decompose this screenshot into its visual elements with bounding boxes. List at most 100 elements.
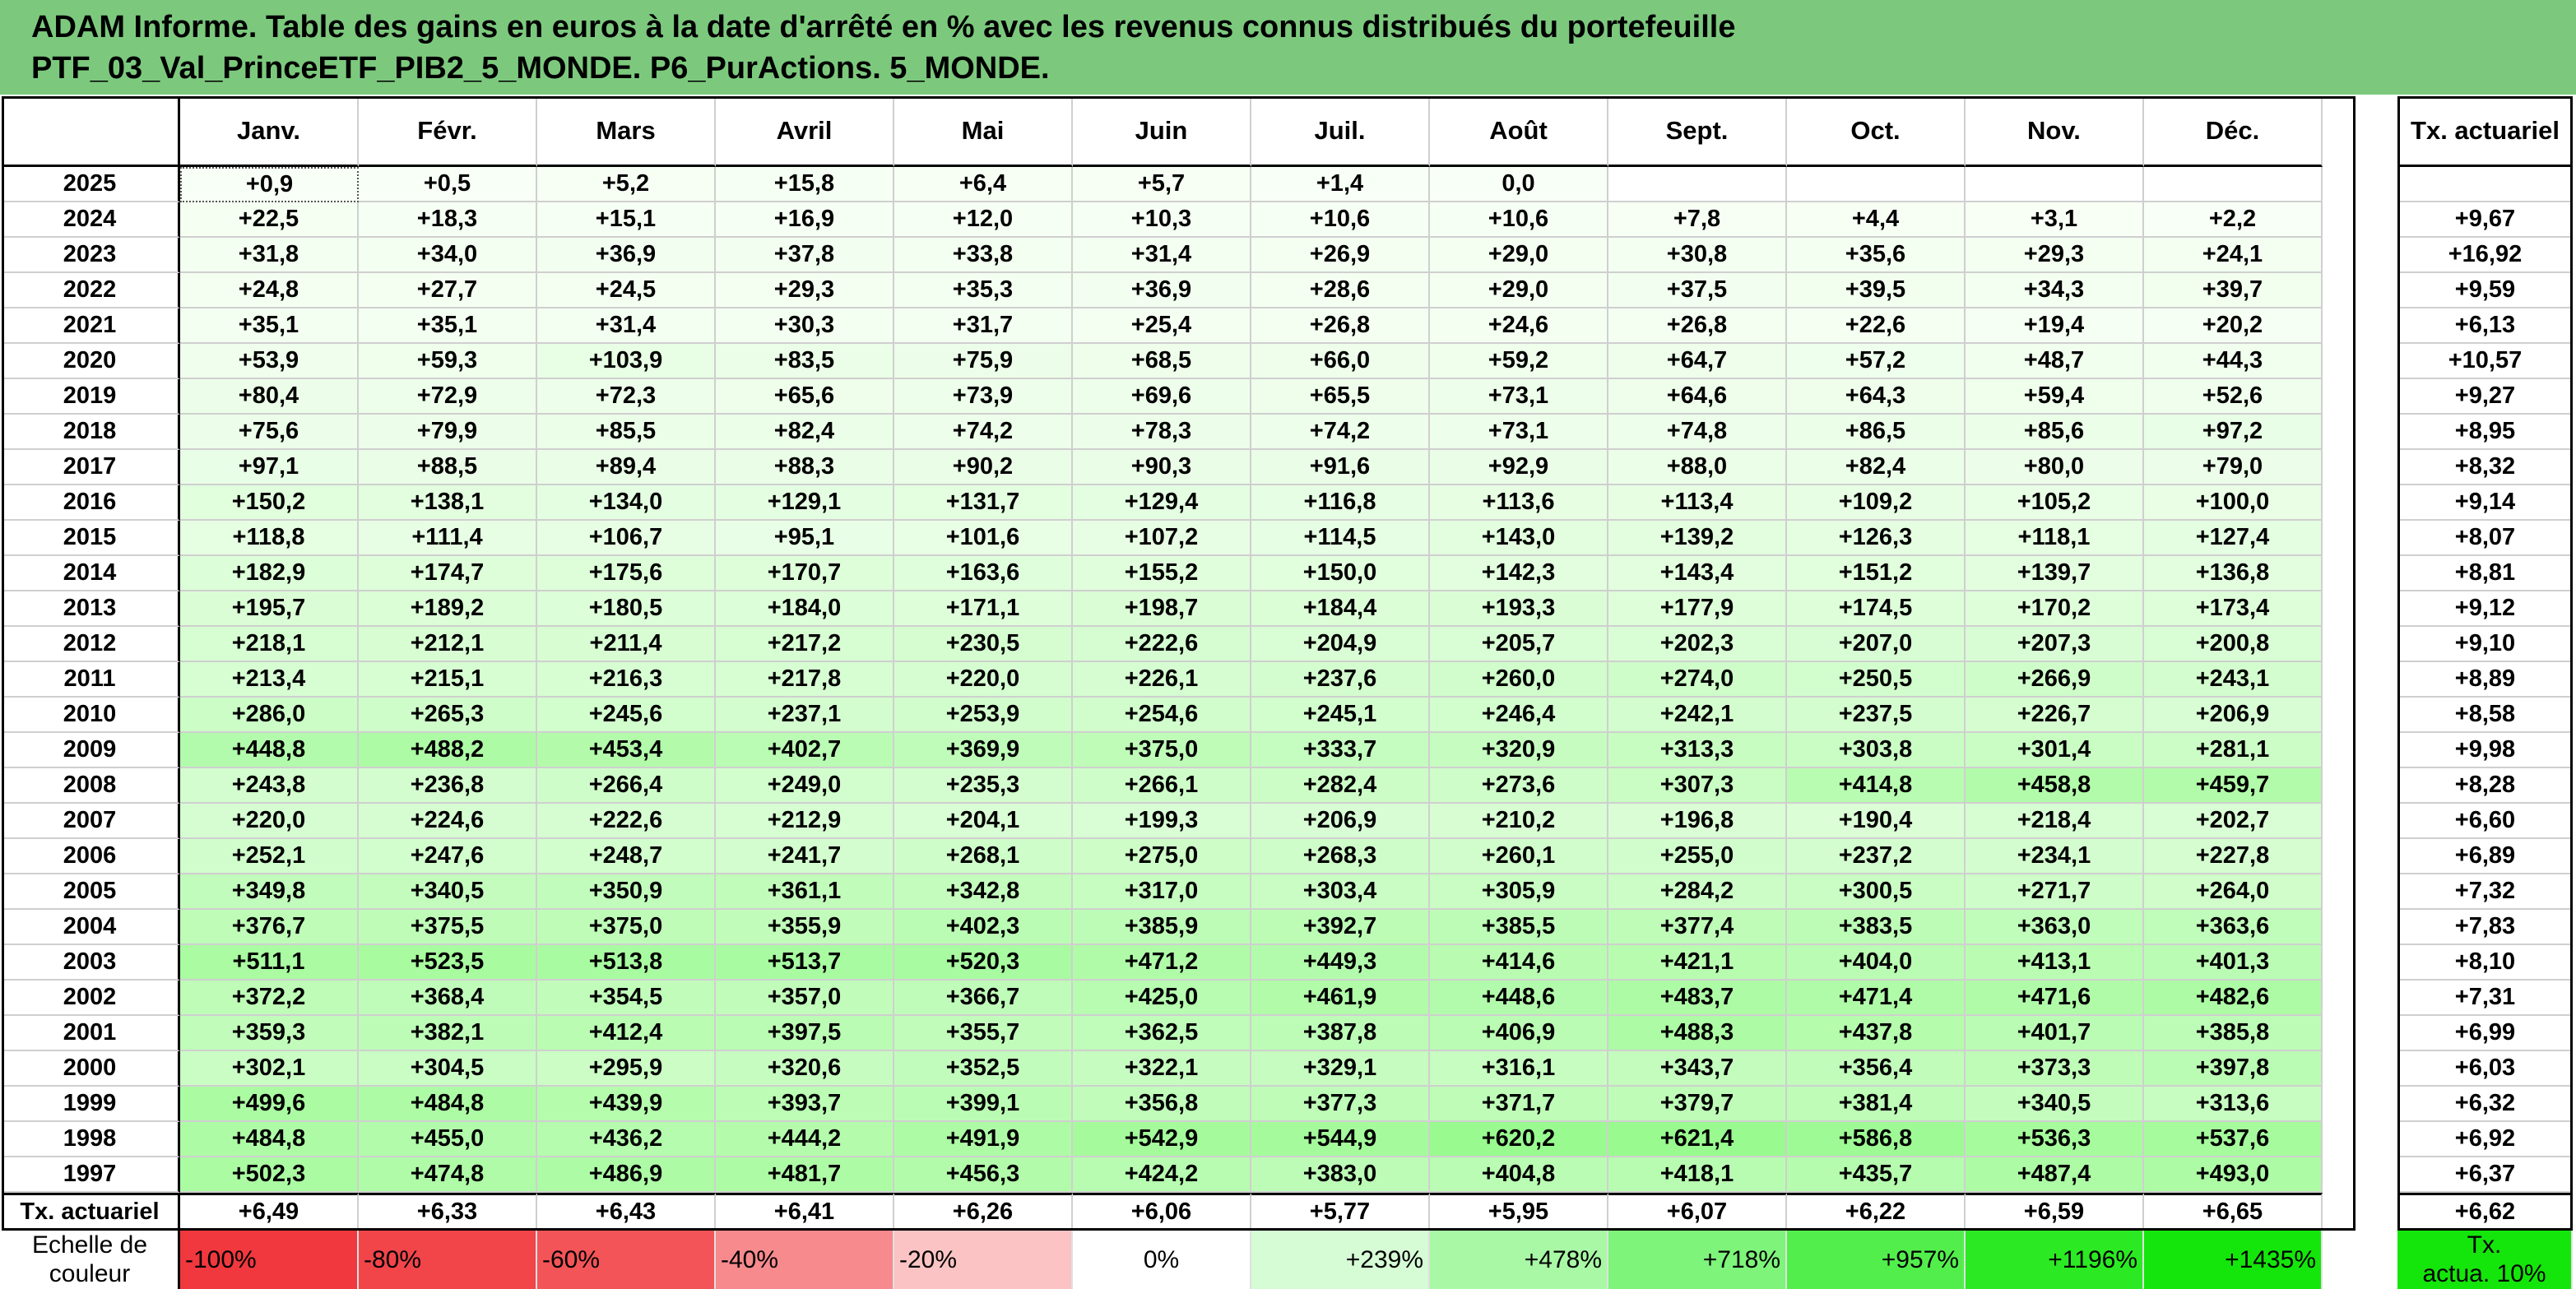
value-cell[interactable]: +435,7 xyxy=(1787,1157,1966,1193)
value-cell[interactable]: +177,9 xyxy=(1608,591,1787,627)
value-cell[interactable]: +88,5 xyxy=(359,450,537,485)
value-cell[interactable]: +313,6 xyxy=(2144,1087,2323,1122)
value-cell[interactable]: +320,9 xyxy=(1430,733,1608,768)
value-cell[interactable]: +235,3 xyxy=(894,768,1073,804)
value-cell[interactable]: +64,6 xyxy=(1608,379,1787,415)
value-cell[interactable]: +376,7 xyxy=(180,910,359,945)
value-cell[interactable]: +333,7 xyxy=(1251,733,1430,768)
value-cell[interactable]: +439,9 xyxy=(537,1087,716,1122)
value-cell[interactable]: +129,4 xyxy=(1073,485,1251,521)
value-cell[interactable]: +27,7 xyxy=(359,273,537,308)
value-cell[interactable]: +455,0 xyxy=(359,1122,537,1157)
value-cell[interactable]: +59,3 xyxy=(359,344,537,379)
value-cell[interactable]: +78,3 xyxy=(1073,415,1251,450)
value-cell[interactable]: +39,7 xyxy=(2144,273,2323,308)
value-cell[interactable]: +237,1 xyxy=(716,698,894,733)
value-cell[interactable]: +155,2 xyxy=(1073,556,1251,591)
value-cell[interactable]: +189,2 xyxy=(359,591,537,627)
value-cell[interactable]: +248,7 xyxy=(537,839,716,874)
value-cell[interactable]: +511,1 xyxy=(180,945,359,981)
value-cell[interactable]: +80,4 xyxy=(180,379,359,415)
value-cell[interactable]: +373,3 xyxy=(1966,1051,2144,1087)
value-cell[interactable]: +109,2 xyxy=(1787,485,1966,521)
value-cell[interactable]: +95,1 xyxy=(716,521,894,556)
value-cell[interactable]: +24,6 xyxy=(1430,308,1608,344)
value-cell[interactable]: +375,0 xyxy=(1073,733,1251,768)
value-cell[interactable]: +304,5 xyxy=(359,1051,537,1087)
value-cell[interactable]: +205,7 xyxy=(1430,627,1608,662)
value-cell[interactable]: +220,0 xyxy=(894,662,1073,698)
value-cell[interactable]: +113,4 xyxy=(1608,485,1787,521)
value-cell[interactable]: +35,1 xyxy=(359,308,537,344)
value-cell[interactable]: +218,4 xyxy=(1966,804,2144,839)
value-cell[interactable]: +2,2 xyxy=(2144,202,2323,238)
value-cell[interactable]: +499,6 xyxy=(180,1087,359,1122)
value-cell[interactable]: +74,2 xyxy=(894,415,1073,450)
value-cell[interactable]: +444,2 xyxy=(716,1122,894,1157)
value-cell[interactable]: +68,5 xyxy=(1073,344,1251,379)
value-cell[interactable]: +412,4 xyxy=(537,1016,716,1051)
value-cell[interactable]: +182,9 xyxy=(180,556,359,591)
value-cell[interactable]: +129,1 xyxy=(716,485,894,521)
value-cell[interactable]: +3,1 xyxy=(1966,202,2144,238)
value-cell[interactable]: +329,1 xyxy=(1251,1051,1430,1087)
value-cell[interactable]: +202,3 xyxy=(1608,627,1787,662)
value-cell[interactable]: +73,1 xyxy=(1430,415,1608,450)
value-cell[interactable]: +1,4 xyxy=(1251,167,1430,202)
value-cell[interactable]: +356,8 xyxy=(1073,1087,1251,1122)
value-cell[interactable]: +10,6 xyxy=(1430,202,1608,238)
value-cell[interactable]: +363,6 xyxy=(2144,910,2323,945)
value-cell[interactable]: +436,2 xyxy=(537,1122,716,1157)
value-cell[interactable]: +385,8 xyxy=(2144,1016,2323,1051)
value-cell[interactable]: +24,1 xyxy=(2144,238,2323,273)
value-cell[interactable]: +234,1 xyxy=(1966,839,2144,874)
value-cell[interactable]: +52,6 xyxy=(2144,379,2323,415)
value-cell[interactable]: +16,9 xyxy=(716,202,894,238)
value-cell[interactable]: +246,4 xyxy=(1430,698,1608,733)
value-cell[interactable]: +170,7 xyxy=(716,556,894,591)
value-cell[interactable]: +471,2 xyxy=(1073,945,1251,981)
value-cell[interactable]: +281,1 xyxy=(2144,733,2323,768)
value-cell[interactable]: +12,0 xyxy=(894,202,1073,238)
value-cell[interactable]: +131,7 xyxy=(894,485,1073,521)
value-cell[interactable]: +206,9 xyxy=(2144,698,2323,733)
value-cell[interactable]: +79,0 xyxy=(2144,450,2323,485)
value-cell[interactable]: +369,9 xyxy=(894,733,1073,768)
value-cell[interactable]: +402,3 xyxy=(894,910,1073,945)
value-cell[interactable]: +424,2 xyxy=(1073,1157,1251,1193)
value-cell[interactable]: +212,9 xyxy=(716,804,894,839)
value-cell[interactable]: +230,5 xyxy=(894,627,1073,662)
value-cell[interactable]: +383,5 xyxy=(1787,910,1966,945)
value-cell[interactable]: +481,7 xyxy=(716,1157,894,1193)
value-cell[interactable]: +184,4 xyxy=(1251,591,1430,627)
value-cell[interactable]: +236,8 xyxy=(359,768,537,804)
value-cell[interactable]: +392,7 xyxy=(1251,910,1430,945)
value-cell[interactable]: +349,8 xyxy=(180,874,359,910)
value-cell[interactable]: +150,0 xyxy=(1251,556,1430,591)
value-cell[interactable]: +305,9 xyxy=(1430,874,1608,910)
value-cell[interactable]: +401,7 xyxy=(1966,1016,2144,1051)
value-cell[interactable]: +483,7 xyxy=(1608,981,1787,1016)
value-cell[interactable]: +340,5 xyxy=(359,874,537,910)
value-cell[interactable]: +471,4 xyxy=(1787,981,1966,1016)
value-cell[interactable]: +97,2 xyxy=(2144,415,2323,450)
value-cell[interactable]: +101,6 xyxy=(894,521,1073,556)
value-cell[interactable]: +493,0 xyxy=(2144,1157,2323,1193)
value-cell[interactable]: +260,0 xyxy=(1430,662,1608,698)
value-cell[interactable]: +484,8 xyxy=(180,1122,359,1157)
value-cell[interactable]: +222,6 xyxy=(537,804,716,839)
value-cell[interactable]: +226,7 xyxy=(1966,698,2144,733)
value-cell[interactable]: +303,4 xyxy=(1251,874,1430,910)
value-cell[interactable]: +513,7 xyxy=(716,945,894,981)
value-cell[interactable]: +184,0 xyxy=(716,591,894,627)
value-cell[interactable]: +313,3 xyxy=(1608,733,1787,768)
value-cell[interactable]: +207,0 xyxy=(1787,627,1966,662)
value-cell[interactable]: +143,4 xyxy=(1608,556,1787,591)
value-cell[interactable]: +241,7 xyxy=(716,839,894,874)
value-cell[interactable]: +113,6 xyxy=(1430,485,1608,521)
value-cell[interactable] xyxy=(1787,167,1966,202)
value-cell[interactable]: +88,0 xyxy=(1608,450,1787,485)
value-cell[interactable]: +366,7 xyxy=(894,981,1073,1016)
value-cell[interactable]: +30,8 xyxy=(1608,238,1787,273)
value-cell[interactable]: +393,7 xyxy=(716,1087,894,1122)
